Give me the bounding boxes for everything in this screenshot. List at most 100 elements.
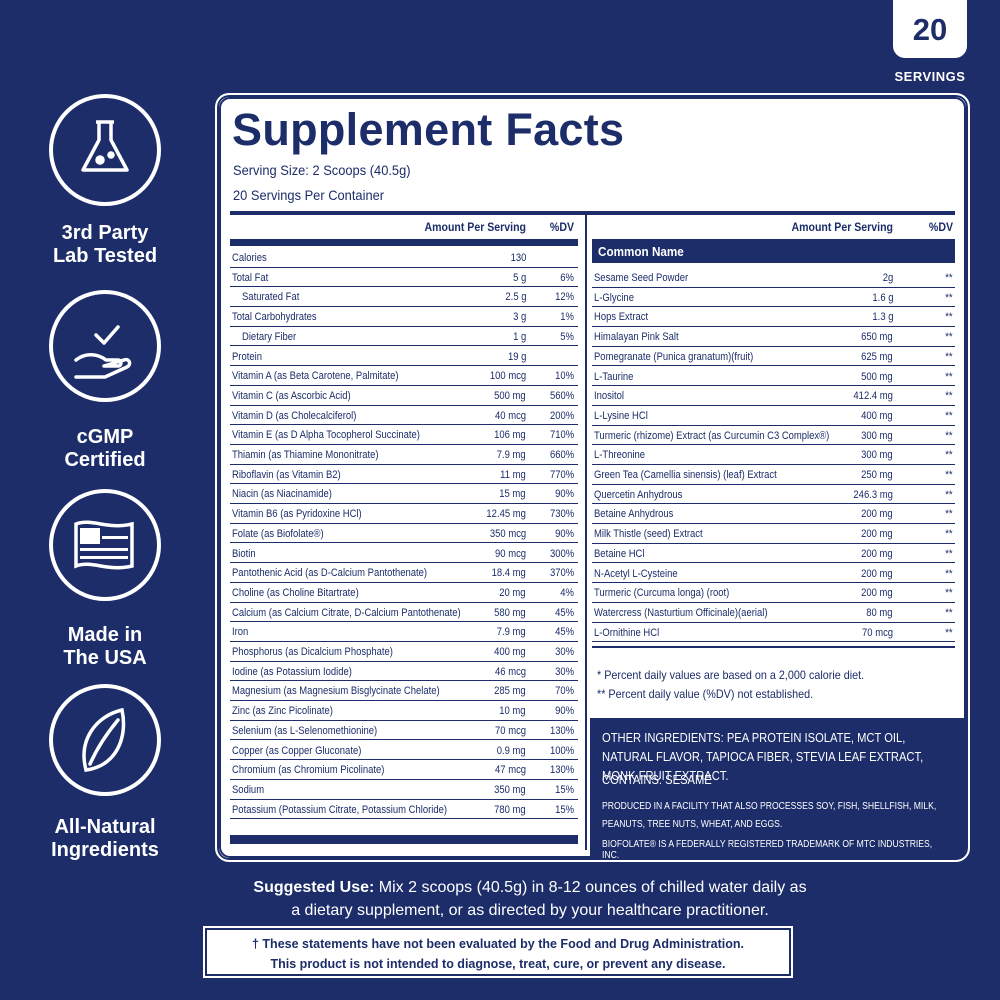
fact-row: Watercress (Nasturtium Officinale)(aeria… <box>592 603 955 623</box>
amount: 200 mg <box>861 528 893 541</box>
daily-value: 300% <box>549 547 574 560</box>
daily-value: ** <box>945 469 953 481</box>
daily-value: 10% <box>555 370 574 383</box>
amount: 1.3 g <box>871 311 893 324</box>
fact-row: Vitamin B6 (as Pyridoxine HCl) 12.45 mg 73… <box>230 504 578 524</box>
nutrient-name: Thiamin (as Thiamine Mononitrate) <box>232 449 379 461</box>
fact-row: Turmeric (Curcuma longa) (root) 200 mg ** <box>592 583 955 603</box>
amount: 106 mg <box>494 429 526 442</box>
amount: 1.6 g <box>871 291 893 304</box>
icon-rings <box>49 94 161 796</box>
fact-row: L-Glycine 1.6 g ** <box>592 288 955 308</box>
footnote: ** Percent daily value (%DV) not establi… <box>597 687 814 701</box>
fact-row: Betaine HCl 200 mg ** <box>592 544 955 564</box>
fact-row: Total Carbohydrates 3 g 1% <box>230 307 578 327</box>
header-amount: Amount Per Serving <box>424 220 526 234</box>
nutrient-name: L-Lysine HCl <box>594 409 648 422</box>
fact-row: L-Taurine 500 mg ** <box>592 367 955 387</box>
fact-row: Turmeric (rhizome) Extract (as Curcumin … <box>592 426 955 446</box>
fact-row: Vitamin E (as D Alpha Tocopherol Succina… <box>230 425 578 445</box>
daily-value: ** <box>945 390 953 403</box>
amount: 2g <box>882 272 893 284</box>
amount: 18.4 mg <box>491 567 526 580</box>
flask-icon <box>81 120 129 172</box>
disclaimer-line: † These statements have not been evaluat… <box>252 937 744 951</box>
amount: 3 g <box>512 311 526 324</box>
daily-value: 15% <box>555 803 574 816</box>
fact-row: Phosphorus (as Dicalcium Phosphate) 400 m… <box>230 642 578 662</box>
daily-value: 660% <box>549 449 574 461</box>
nutrient-name: Watercress (Nasturtium Officinale)(aeria… <box>594 606 768 619</box>
fact-row: Inositol 412.4 mg ** <box>592 386 955 406</box>
subheader: Common Name <box>598 244 684 259</box>
nutrient-name: Quercetin Anhydrous <box>594 488 683 501</box>
daily-value: ** <box>945 449 953 462</box>
amount: 200 mg <box>861 567 893 580</box>
nutrient-name: Chromium (as Chromium Picolinate) <box>232 764 385 777</box>
amount: 12.45 mg <box>486 508 526 521</box>
amount: 300 mg <box>861 449 893 462</box>
facility-note: PRODUCED IN A FACILITY THAT ALSO PROCESS… <box>602 801 937 830</box>
fact-row: Saturated Fat 2.5 g 12% <box>230 287 578 308</box>
nutrient-name: Green Tea (Camellia sinensis) (leaf) Ext… <box>594 469 777 481</box>
amount: 46 mcg <box>494 665 526 678</box>
nutrient-name: Milk Thistle (seed) Extract <box>594 528 703 541</box>
nutrient-name: Folate (as Biofolate®) <box>232 527 324 540</box>
amount: 200 mg <box>861 547 893 560</box>
amount: 7.9 mg <box>497 449 526 461</box>
nutrient-name: Copper (as Copper Gluconate) <box>232 744 362 757</box>
nutrient-name: Total Carbohydrates <box>232 311 317 324</box>
nutrient-name: Pomegranate (Punica granatum)(fruit) <box>594 350 754 363</box>
nutrient-name: N-Acetyl L-Cysteine <box>594 567 678 580</box>
amount: 70 mcg <box>861 626 893 639</box>
column-divider <box>585 215 587 850</box>
badge-number: 20 <box>912 12 948 47</box>
daily-value: 70% <box>555 685 574 698</box>
feature-line: Made in <box>67 624 143 646</box>
nutrient-name: Protein <box>232 350 262 363</box>
nutrient-name: Riboflavin (as Vitamin B2) <box>232 468 341 481</box>
nutrient-name: Calories <box>232 252 267 264</box>
daily-value: 560% <box>549 389 574 402</box>
header-dv: %DV <box>549 220 574 234</box>
daily-value: ** <box>945 587 953 600</box>
feature-line: Ingredients <box>51 839 159 861</box>
nutrient-name: Choline (as Choline Bitartrate) <box>232 586 359 599</box>
nutrient-name: Himalayan Pink Salt <box>594 331 679 344</box>
daily-value: 90% <box>555 488 574 501</box>
daily-value: 4% <box>560 586 574 599</box>
amount: 10 mg <box>499 705 526 718</box>
daily-value: 100% <box>549 744 574 757</box>
daily-value: ** <box>945 626 953 639</box>
feature-line: Lab Tested <box>52 245 158 267</box>
fact-row: L-Threonine 300 mg ** <box>592 445 955 465</box>
feature-label: Made in The USA <box>20 624 190 670</box>
bottom-rule <box>230 835 578 845</box>
nutrient-name: Turmeric (Curcuma longa) (root) <box>594 587 730 600</box>
header-rule <box>592 239 955 263</box>
daily-value: ** <box>945 350 953 363</box>
fact-row: Quercetin Anhydrous 246.3 mg ** <box>592 485 955 505</box>
fact-row: Pantothenic Acid (as D-Calcium Pantothen… <box>230 563 578 583</box>
amount: 15 mg <box>499 488 526 501</box>
feature-line: cGMP <box>76 426 134 448</box>
amount: 90 mcg <box>494 547 526 560</box>
suggested-use-label: Suggested Use: <box>253 879 375 896</box>
trademark-note: BIOFOLATE® IS A FEDERALLY REGISTERED TRA… <box>602 839 933 861</box>
daily-value: ** <box>945 409 953 422</box>
nutrient-name: Biotin <box>232 547 256 560</box>
nutrient-name: Vitamin C (as Ascorbic Acid) <box>232 389 351 402</box>
feature-line: The USA <box>63 647 147 669</box>
amount: 100 mcg <box>489 370 526 383</box>
daily-value: ** <box>945 606 953 619</box>
nutrient-name: L-Taurine <box>594 370 634 383</box>
amount: 2.5 g <box>504 291 526 304</box>
daily-value: ** <box>945 370 953 383</box>
nutrient-name: Hops Extract <box>594 311 649 324</box>
amount: 250 mg <box>861 469 893 481</box>
feature-line: All-Natural <box>54 816 156 838</box>
daily-value: ** <box>945 547 953 560</box>
nutrient-name: Zinc (as Zinc Picolinate) <box>232 705 333 718</box>
daily-value: ** <box>945 488 953 501</box>
